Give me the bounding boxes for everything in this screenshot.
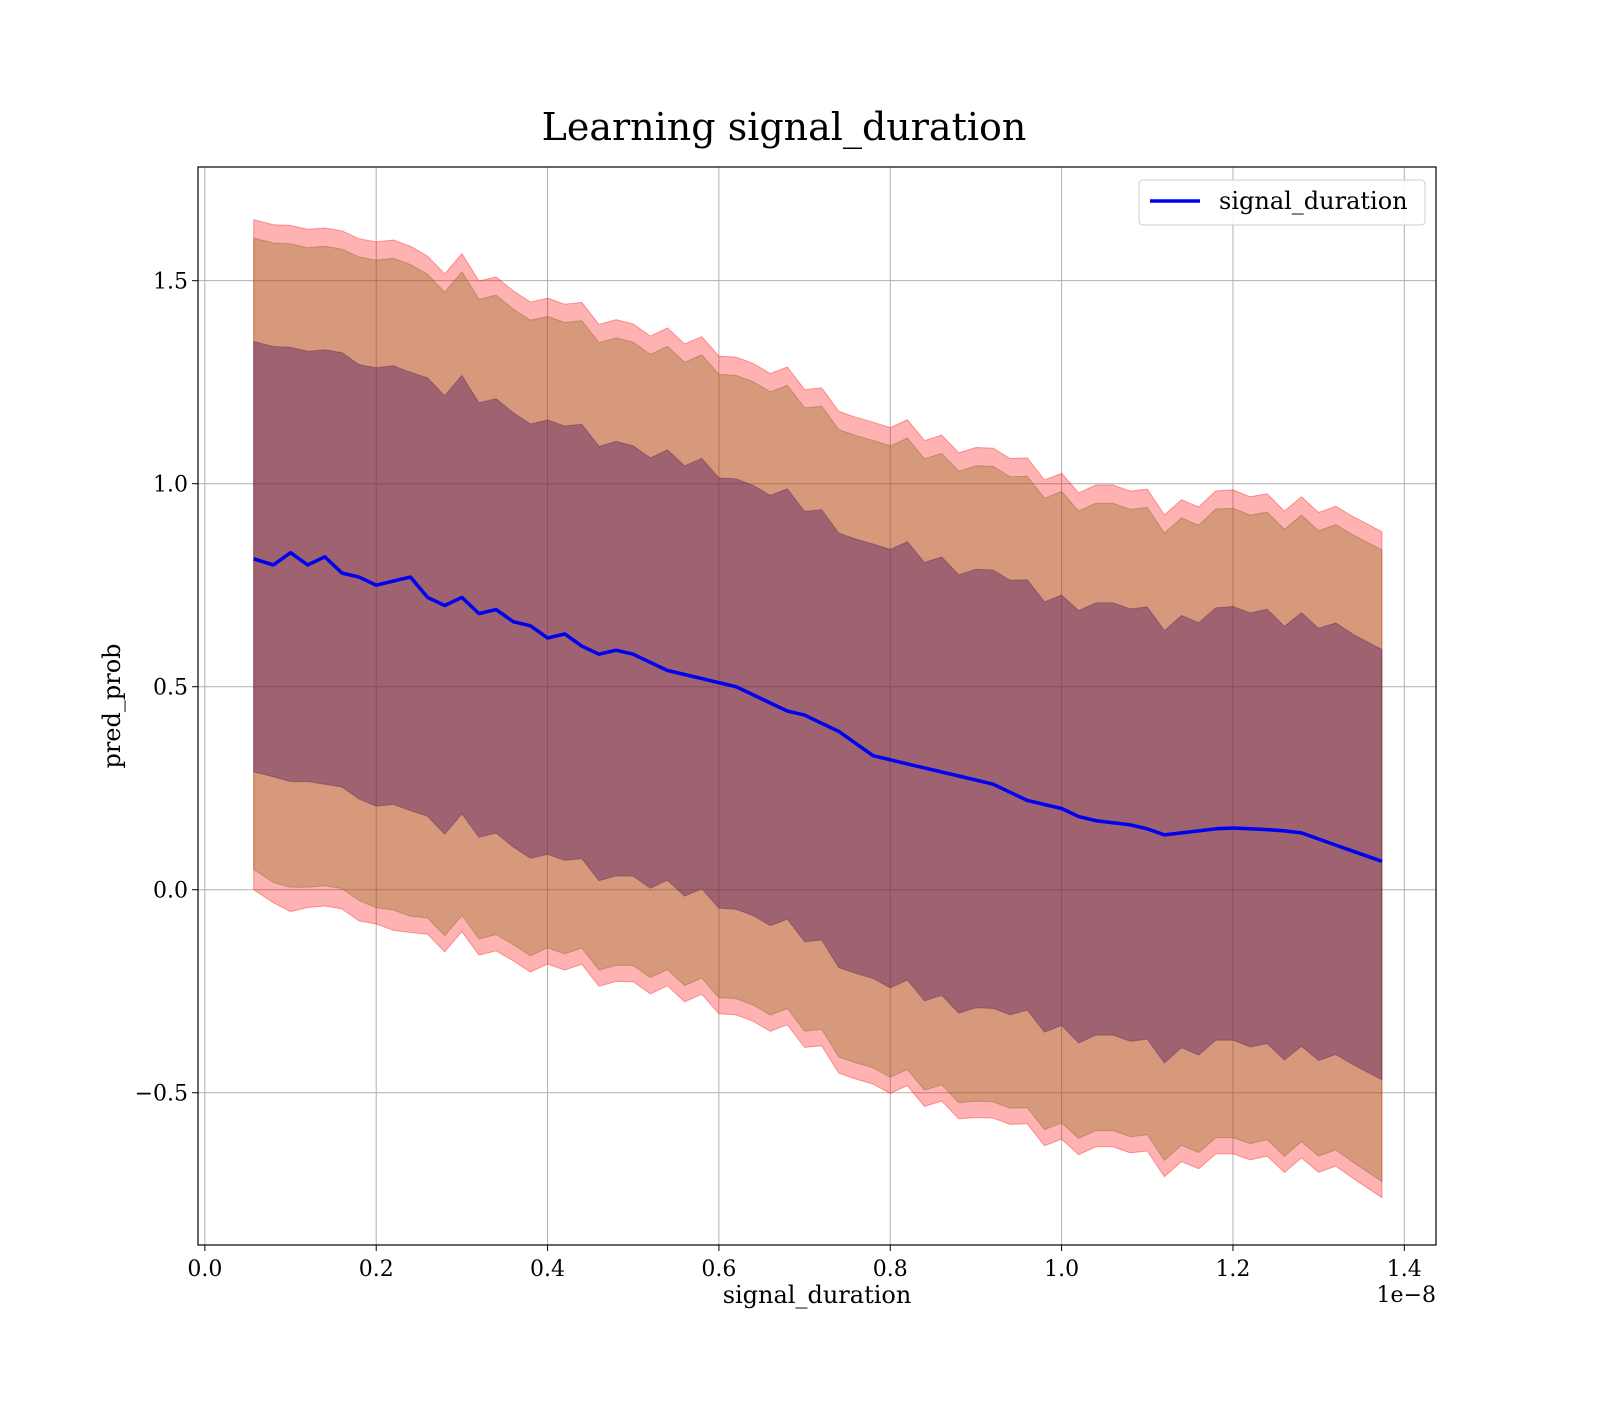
x-tick-label: 1.2 bbox=[1215, 1257, 1250, 1282]
x-tick-label: 1.0 bbox=[1044, 1257, 1079, 1282]
grid bbox=[198, 167, 1436, 1245]
legend: signal_duration bbox=[1138, 179, 1426, 226]
y-axis-label: pred_prob bbox=[98, 643, 126, 768]
x-tick-label: 0.0 bbox=[187, 1257, 222, 1282]
y-tick-label: 1.0 bbox=[153, 473, 188, 498]
x-tick-label: 0.4 bbox=[530, 1257, 565, 1282]
y-tick-label: 0.5 bbox=[153, 676, 188, 701]
y-axis-ticks: −0.5 0.0 0.5 1.0 1.5 bbox=[135, 270, 198, 1107]
x-axis-ticks: 0.0 0.2 0.4 0.6 0.8 1.0 1.2 1.4 bbox=[187, 1245, 1422, 1282]
x-axis-offset-label: 1e−8 bbox=[1377, 1283, 1436, 1308]
y-tick-label: 1.5 bbox=[153, 270, 188, 295]
legend-box bbox=[1138, 179, 1426, 226]
series-lines bbox=[253, 550, 1383, 863]
confidence-bands bbox=[253, 219, 1383, 1199]
y-tick-label: 0.0 bbox=[153, 879, 188, 904]
series-line-signal_duration bbox=[253, 550, 1383, 863]
x-tick-label: 0.6 bbox=[701, 1257, 736, 1282]
y-tick-label: −0.5 bbox=[135, 1082, 188, 1107]
inner-confidence-band bbox=[253, 340, 1383, 1081]
x-tick-label: 1.4 bbox=[1387, 1257, 1422, 1282]
chart-title: Learning signal_duration bbox=[542, 105, 1027, 150]
plot-frame bbox=[197, 166, 1437, 1246]
x-tick-label: 0.8 bbox=[873, 1257, 908, 1282]
x-axis-label: signal_duration bbox=[723, 1281, 912, 1309]
outer-confidence-band bbox=[253, 219, 1383, 1199]
middle-confidence-band bbox=[253, 237, 1383, 1183]
x-tick-label: 0.2 bbox=[359, 1257, 394, 1282]
legend-label: signal_duration bbox=[1219, 187, 1408, 215]
